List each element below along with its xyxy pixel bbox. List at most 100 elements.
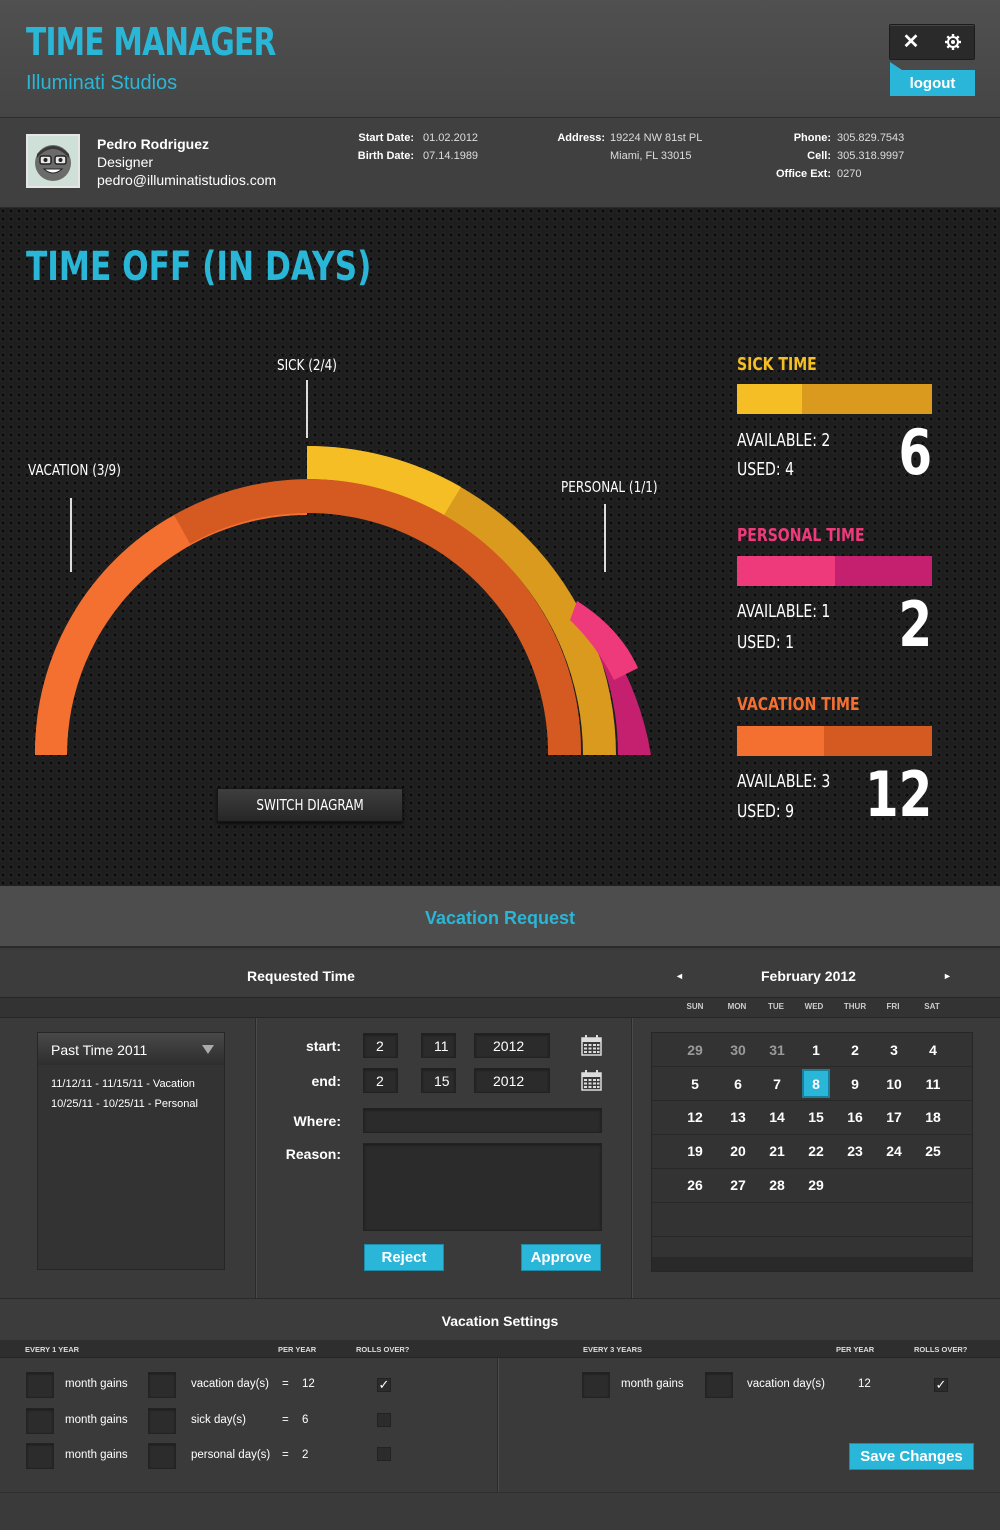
per-year-caption: PER YEAR [836,1345,875,1354]
calendar-day[interactable]: 1 [812,1042,820,1058]
weekday-fri: FRI [886,1002,900,1011]
address-line1: 19224 NW 81st PL [610,132,703,144]
save-changes-button[interactable]: Save Changes [849,1443,974,1470]
settings-caption-bar [0,1340,1000,1358]
calendar-day[interactable]: 15 [808,1109,824,1126]
approve-button[interactable]: Approve [521,1244,601,1271]
vacation-rolls-over-checkbox[interactable]: ✓ [934,1377,948,1392]
calendar-day[interactable]: 5 [691,1075,699,1092]
sick-available: AVAILABLE: 2 [737,430,831,451]
calendar-day[interactable]: 29 [808,1176,824,1193]
reject-button[interactable]: Reject [364,1244,444,1271]
calendar-day[interactable]: 26 [687,1176,703,1193]
calendar-day-selected[interactable]: 8 [812,1075,820,1092]
where-input[interactable] [363,1108,602,1133]
calendar-day[interactable]: 20 [730,1143,746,1160]
calendar-day[interactable]: 17 [886,1109,902,1126]
calendar-day[interactable]: 30 [730,1042,746,1058]
past-time-dropdown[interactable]: Past Time 2011 [38,1033,224,1065]
personal-used: USED: 1 [737,632,795,653]
month-gains-input[interactable] [26,1372,54,1398]
calendar-day[interactable]: 14 [769,1109,785,1126]
calendar-day[interactable]: 21 [769,1143,785,1160]
window-controls: ✕ [889,24,975,60]
list-item[interactable]: 10/25/11 - 10/25/11 - Personal [51,1098,198,1110]
end-year-input[interactable]: 2012 [474,1068,550,1093]
end-day-input[interactable]: 15 [421,1068,456,1093]
days-count-input[interactable] [148,1408,176,1434]
month-gains-label: month gains [65,1414,128,1426]
calendar-day[interactable]: 13 [730,1109,746,1126]
calendar-week [652,1135,972,1169]
next-month-icon[interactable]: ► [943,971,952,981]
list-item[interactable]: 11/12/11 - 11/15/11 - Vacation [51,1078,195,1090]
calendar-day[interactable]: 6 [734,1075,742,1092]
weekday-header [0,998,1000,1018]
prev-month-icon[interactable]: ◄ [675,971,684,981]
birth-date-label: Birth Date: [357,150,414,162]
calendar-day[interactable]: 19 [687,1143,703,1160]
user-email[interactable]: pedro@illuminatistudios.com [97,172,277,188]
time-off-arc-chart [34,380,651,755]
birth-date-value: 07.14.1989 [423,150,479,162]
rolls-over-caption: ROLLS OVER? [356,1345,410,1354]
vacation-used: USED: 9 [737,801,795,822]
days-count-input[interactable] [148,1443,176,1469]
profile-bar: Pedro Rodriguez Designer pedro@illuminat… [0,118,1000,208]
month-gains-input[interactable] [26,1443,54,1469]
vacation-time-title: VACATION TIME [737,694,860,715]
calendar-day[interactable]: 22 [808,1143,824,1160]
calendar-day[interactable]: 10 [886,1075,902,1092]
gear-icon[interactable] [938,28,968,56]
calendar-day[interactable]: 3 [890,1042,898,1058]
personal-rolls-over-checkbox[interactable] [377,1447,391,1461]
avatar [26,134,80,188]
calendar-day[interactable]: 4 [929,1042,937,1058]
sick-rolls-over-checkbox[interactable] [377,1413,391,1427]
settings-divider [497,1358,498,1492]
close-icon[interactable]: ✕ [902,31,920,53]
personal-time-bar-fill [737,556,835,586]
end-month-input[interactable]: 2 [363,1068,398,1093]
logout-button[interactable]: logout [890,62,975,96]
vacation-rolls-over-checkbox[interactable]: ✓ [377,1377,391,1392]
days-count-input[interactable] [148,1372,176,1398]
personal-time-bar [737,556,932,586]
end-label: end: [311,1073,341,1089]
sick-time-bar [737,384,932,414]
calendar-day[interactable]: 28 [769,1176,785,1193]
cell-label: Cell: [807,150,831,162]
month-gains-input[interactable] [582,1372,610,1398]
start-day-input[interactable]: 11 [421,1033,456,1058]
days-count-input[interactable] [705,1372,733,1398]
calendar-week [652,1067,972,1101]
calendar-day[interactable]: 9 [851,1075,859,1092]
start-month-input[interactable]: 2 [363,1033,398,1058]
equals-sign: = [282,1449,289,1461]
vacation-request-title: Vacation Request [424,908,576,928]
calendar-day[interactable]: 25 [925,1143,941,1160]
weekday-sun: SUN [686,1002,704,1011]
switch-diagram-button[interactable]: SWITCH DIAGRAM [217,788,403,822]
calendar-icon[interactable] [581,1070,602,1091]
calendar-day[interactable]: 27 [730,1176,746,1193]
every-1-year-caption: EVERY 1 YEAR [25,1345,80,1354]
month-gains-label: month gains [65,1449,128,1461]
calendar-day[interactable]: 31 [769,1042,785,1058]
calendar-day[interactable]: 12 [687,1109,703,1126]
calendar-day[interactable]: 16 [847,1109,863,1126]
calendar-day[interactable]: 29 [687,1042,703,1058]
office-ext-label: Office Ext: [775,168,831,180]
calendar-day[interactable]: 18 [925,1109,941,1126]
calendar-day[interactable]: 2 [851,1042,859,1058]
calendar-day[interactable]: 24 [886,1143,902,1160]
reason-textarea[interactable] [363,1143,602,1231]
request-section-header [0,950,1000,998]
start-year-input[interactable]: 2012 [474,1033,550,1058]
sick-total: 6 [898,416,932,489]
calendar-icon[interactable] [581,1035,602,1056]
calendar-day[interactable]: 7 [773,1075,781,1092]
month-gains-input[interactable] [26,1408,54,1434]
calendar-day[interactable]: 11 [925,1075,941,1092]
calendar-day[interactable]: 23 [847,1143,863,1160]
